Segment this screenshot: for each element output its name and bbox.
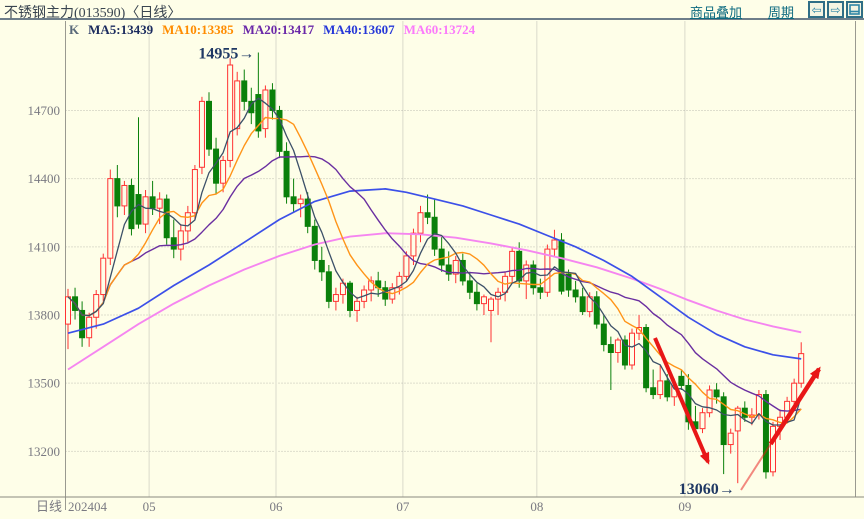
overlay-link[interactable]: 商品叠加 xyxy=(689,5,742,20)
right-arrow-icon: ⇨ xyxy=(830,2,841,17)
page-title: 不锈钢主力(013590)〈日线〉 xyxy=(4,6,182,21)
legend-k-label: K xyxy=(69,22,80,37)
ma-line-MA20 xyxy=(67,155,802,412)
legend-ma-item: MA40:13607 xyxy=(323,22,395,37)
scroll-right-button[interactable]: ⇨ xyxy=(827,1,844,18)
left-arrow-icon: ⇦ xyxy=(811,2,822,17)
annotations: 14955→ 13060→ xyxy=(198,46,821,498)
svg-text:08: 08 xyxy=(530,499,543,514)
svg-text:14100: 14100 xyxy=(28,239,61,254)
legend-ma-item: MA20:13417 xyxy=(242,22,315,37)
svg-text:14400: 14400 xyxy=(28,171,61,186)
svg-text:13200: 13200 xyxy=(28,444,61,459)
svg-text:09: 09 xyxy=(678,499,691,514)
title-bar: 不锈钢主力(013590)〈日线〉 商品叠加 周期 ⇦ ⇨ xyxy=(0,0,864,21)
legend-ma-item: MA60:13724 xyxy=(403,22,476,37)
svg-text:14955→: 14955→ xyxy=(198,46,254,63)
ma-legend: K MA5:13439 MA10:13385 MA20:13417 MA40:13607… xyxy=(69,22,484,38)
legend-ma-item: MA10:13385 xyxy=(162,22,234,37)
split-view-icon xyxy=(849,4,860,15)
ma-line-MA5 xyxy=(67,97,802,426)
ma-line-MA10 xyxy=(67,116,802,424)
svg-text:06: 06 xyxy=(270,499,284,514)
svg-text:14700: 14700 xyxy=(28,103,61,118)
svg-text:日线: 日线 xyxy=(36,499,62,514)
toolbar-buttons: ⇦ ⇨ xyxy=(808,1,863,18)
legend-ma-item: MA5:13439 xyxy=(88,22,154,37)
ma-line-MA40 xyxy=(67,188,802,360)
x-axis-labels: 日线 202404 05 06 07 08 09 xyxy=(36,499,691,514)
svg-text:05: 05 xyxy=(143,499,156,514)
svg-text:13500: 13500 xyxy=(28,376,61,391)
grid: 14700 14400 14100 13800 13500 13200 xyxy=(0,21,864,510)
candles xyxy=(65,52,805,484)
split-view-button[interactable] xyxy=(846,1,863,18)
scroll-left-button[interactable]: ⇦ xyxy=(808,1,825,18)
svg-text:202404: 202404 xyxy=(68,499,108,514)
period-link[interactable]: 周期 xyxy=(767,5,794,20)
svg-text:07: 07 xyxy=(396,499,410,514)
svg-text:13060→: 13060→ xyxy=(679,481,735,498)
ma-line-MA60 xyxy=(67,232,802,371)
svg-text:13800: 13800 xyxy=(28,308,61,323)
